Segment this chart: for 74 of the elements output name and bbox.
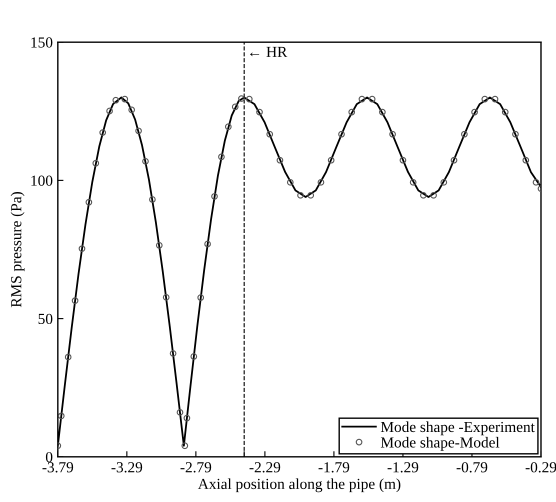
x-tick-label: -3.29 (112, 462, 142, 472)
point (106, 108, 113, 114)
point (162, 294, 170, 301)
point (246, 96, 253, 102)
x-tick-label: -2.29 (250, 462, 280, 472)
point (232, 104, 239, 110)
point (184, 414, 190, 422)
point (440, 178, 448, 186)
y-axis-title: RMS pressure (Pa) (10, 192, 24, 308)
y-tick-label: 50 (38, 314, 52, 324)
point (286, 178, 294, 186)
point (197, 294, 204, 301)
point (410, 178, 416, 186)
point (170, 350, 176, 357)
point (358, 96, 366, 102)
point (420, 192, 427, 199)
point (78, 245, 86, 252)
point (481, 96, 488, 102)
x-tick-label: -0.79 (456, 462, 488, 472)
point (338, 130, 345, 138)
annotation: ← HR (250, 46, 288, 57)
point (532, 178, 540, 186)
x-tick-label: -2.79 (180, 462, 212, 472)
point (389, 130, 396, 138)
point (368, 96, 376, 102)
point (450, 156, 458, 164)
point (64, 354, 72, 360)
point (492, 96, 498, 102)
point (297, 192, 304, 199)
point (471, 108, 478, 116)
point (512, 130, 519, 138)
point (142, 158, 149, 165)
point (256, 108, 263, 116)
point (156, 242, 163, 249)
point (190, 353, 198, 360)
point (430, 192, 437, 199)
y-tick-label: 150 (31, 37, 52, 48)
point (502, 108, 509, 116)
point (181, 442, 188, 450)
x-tick-label: -3.79 (42, 462, 74, 472)
point (276, 156, 284, 164)
point (112, 96, 120, 104)
point (204, 240, 211, 248)
point (128, 106, 136, 114)
point (58, 412, 65, 420)
point (379, 108, 386, 116)
point (328, 156, 334, 164)
legend-label: Mode shape-Model (380, 436, 500, 451)
point (99, 129, 106, 136)
point (224, 123, 232, 130)
point (176, 408, 184, 416)
point (307, 192, 314, 199)
x-tick-label: -1.79 (318, 462, 350, 472)
point (218, 154, 225, 160)
x-axis-title: Axial position along the pipe (m) (198, 478, 400, 492)
point (135, 128, 142, 134)
point (348, 108, 356, 116)
point (266, 130, 274, 138)
point (92, 160, 100, 167)
point (400, 156, 406, 164)
point (522, 156, 530, 164)
point (72, 297, 78, 304)
point (211, 193, 218, 200)
point (461, 130, 468, 138)
point (86, 198, 92, 206)
legend-label: Mode shape -Experiment (380, 421, 535, 436)
point (318, 178, 324, 186)
point (149, 196, 156, 203)
point (238, 95, 245, 102)
x-tick-label: -0.29 (526, 462, 556, 472)
y-tick-label: 100 (31, 176, 52, 186)
x-tick-label: -1.29 (388, 462, 418, 472)
point (121, 96, 128, 102)
y-tick-label: 0 (46, 452, 52, 462)
